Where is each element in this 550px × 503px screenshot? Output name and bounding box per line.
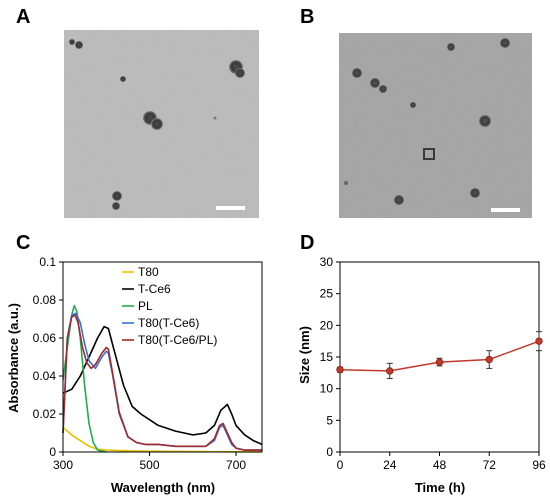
size-x-tick-label: 24 [383,458,397,472]
nanoparticles-b [344,38,510,205]
absorbance-chart: 0 0.02 0.04 0.06 0.08 0.1 300 500 700 Wavelength… [6,255,263,495]
tem-image-b-art [339,33,532,218]
panel-label-c: C [16,232,31,254]
absorbance-plot-frame [62,261,263,453]
size-x-tick-label: 48 [433,458,447,472]
tem-image-a [64,30,259,218]
legend-entry-label: T-Ce6 [138,282,171,296]
size-chart: 0 5 10 15 20 25 30 0 24 48 72 96 Time (h) Size (nm) [297,255,546,495]
size-data-point [386,367,394,375]
legend-entry-label: PL [138,299,153,313]
panel-label-a: A [16,6,31,28]
size-x-axis-title: Time (h) [415,480,465,495]
size-data-point [435,358,444,366]
absorbance-x-axis-title: Wavelength (nm) [111,480,215,495]
absorbance-x-tick-label: 300 [53,458,73,472]
legend-entry-label: T80(T-Ce6) [138,316,199,330]
absorbance-series-line [62,325,263,446]
absorbance-y-tick-label: 0.1 [39,255,56,269]
tem-image-a-art [64,30,259,218]
size-y-tick-label: 10 [320,382,334,396]
size-x-tick-label: 96 [532,458,546,472]
absorbance-y-tick-label: 0 [49,445,56,459]
size-data-point [336,365,344,374]
size-y-tick-label: 20 [320,318,334,332]
absorbance-y-tick-label: 0.06 [33,331,57,345]
legend-entry-label: T80 [138,265,159,279]
absorbance-y-tick-label: 0.04 [33,369,57,383]
nanoparticles-a [69,39,245,210]
absorbance-series-line [62,314,262,451]
size-x-tick-label: 72 [483,458,497,472]
size-y-tick-label: 30 [320,255,334,269]
absorbance-x-tick-label: 700 [226,458,246,472]
size-data-point [485,355,493,364]
size-y-tick-label: 0 [326,445,333,459]
panel-label-b: B [300,6,315,28]
tem-image-b [339,33,532,218]
size-y-tick-label: 15 [320,350,334,364]
size-y-tick-label: 25 [320,287,334,301]
scale-bar-b [491,208,520,212]
size-x-tick-label: 0 [337,458,344,472]
size-plot-frame [339,261,540,453]
scale-bar-a [216,206,245,210]
absorbance-legend: T80 T-Ce6 PL T80(T-Ce6) T80(T-Ce6/PL) [122,265,217,347]
size-y-tick-label: 5 [326,413,333,427]
absorbance-y-tick-label: 0.08 [33,293,57,307]
panel-label-d: D [300,232,315,254]
size-series-line [339,340,540,372]
size-data-point [535,337,543,345]
absorbance-y-axis-title: Absorbance (a.u.) [6,303,21,413]
legend-entry-label: T80(T-Ce6/PL) [138,333,217,347]
absorbance-y-tick-label: 0.02 [33,407,57,421]
absorbance-x-tick-label: 500 [140,458,160,472]
size-y-axis-title: Size (nm) [297,326,312,384]
